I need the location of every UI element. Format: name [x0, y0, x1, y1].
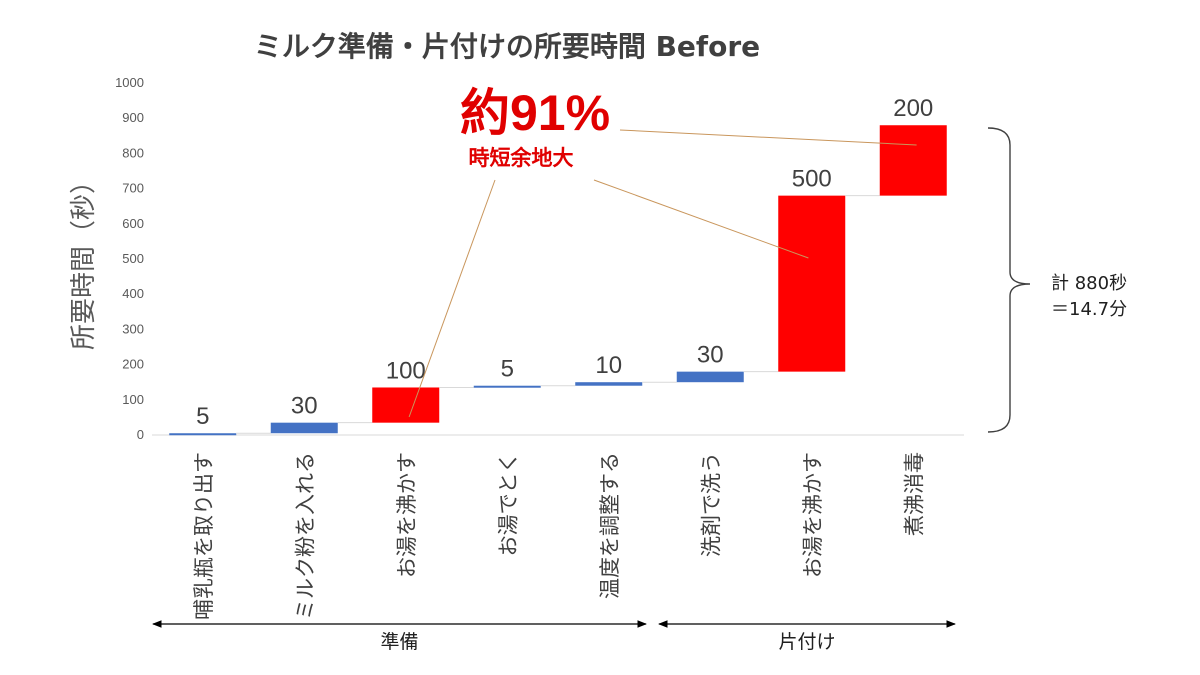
savings-percent: 約91% — [460, 85, 610, 141]
data-label-2: 30 — [291, 393, 318, 420]
data-label-6: 30 — [697, 342, 724, 369]
category-label-7: お湯を沸かす — [801, 452, 825, 578]
data-label-4: 5 — [501, 355, 514, 382]
chart-title: ミルク準備・片付けの所要時間 Before — [254, 30, 760, 63]
leader-line — [593, 179, 809, 259]
category-label-4: お湯でとく — [496, 452, 520, 556]
bar-6 — [676, 371, 744, 383]
total-seconds: 計 880秒 — [1051, 273, 1127, 294]
savings-callout: 約91% 時短余地大 — [408, 85, 917, 418]
data-label-8: 200 — [893, 95, 933, 122]
y-axis-label: 所要時間（秒） — [69, 168, 99, 350]
category-label-2: ミルク粉を入れる — [293, 452, 317, 620]
bar-7 — [778, 195, 846, 372]
total-brace — [987, 127, 1031, 433]
group-brackets: 準備 片付け — [152, 620, 956, 653]
total-bracket: 計 880秒 ＝14.7分 — [987, 127, 1127, 433]
y-tick-label: 200 — [122, 357, 144, 372]
y-tick-label: 500 — [122, 251, 144, 266]
data-label-3: 100 — [386, 357, 426, 384]
category-label-5: 温度を調整する — [598, 452, 622, 599]
leader-line — [619, 129, 917, 146]
y-tick-label: 0 — [137, 427, 144, 442]
y-tick-label: 800 — [122, 145, 144, 160]
group-label-1: 準備 — [380, 631, 418, 653]
bar-5 — [575, 382, 643, 386]
y-tick-label: 600 — [122, 216, 144, 231]
data-label-5: 10 — [595, 352, 622, 379]
bar-1 — [169, 433, 237, 436]
category-label-8: 煮沸消毒 — [902, 452, 926, 536]
y-tick-label: 1000 — [115, 75, 144, 90]
y-tick-label: 100 — [122, 392, 144, 407]
category-labels: 哺乳瓶を取り出す ミルク粉を入れる お湯を沸かす お湯でとく 温度を調整する 洗剤で洗う お… — [192, 452, 927, 620]
bar-8 — [879, 125, 947, 196]
category-label-6: 洗剤で洗う — [699, 452, 723, 557]
bar-4 — [473, 385, 541, 388]
y-tick-label: 900 — [122, 110, 144, 125]
y-tick-label: 400 — [122, 286, 144, 301]
data-labels: 5 30 100 5 10 30 500 200 — [196, 95, 933, 430]
data-label-1: 5 — [196, 403, 209, 430]
savings-note: 時短余地大 — [469, 146, 574, 170]
data-label-7: 500 — [792, 166, 832, 193]
category-label-1: 哺乳瓶を取り出す — [192, 452, 216, 620]
bar-3 — [372, 387, 440, 423]
group-label-2: 片付け — [778, 631, 835, 653]
category-label-3: お湯を沸かす — [395, 452, 419, 578]
bar-2 — [270, 422, 338, 434]
axes: 0 100 200 300 400 500 600 700 800 900 1000 — [115, 75, 964, 442]
y-tick-label: 300 — [122, 321, 144, 336]
leader-line — [408, 179, 496, 418]
bars — [169, 125, 947, 436]
total-minutes: ＝14.7分 — [1051, 299, 1127, 320]
y-tick-label: 700 — [122, 181, 144, 196]
